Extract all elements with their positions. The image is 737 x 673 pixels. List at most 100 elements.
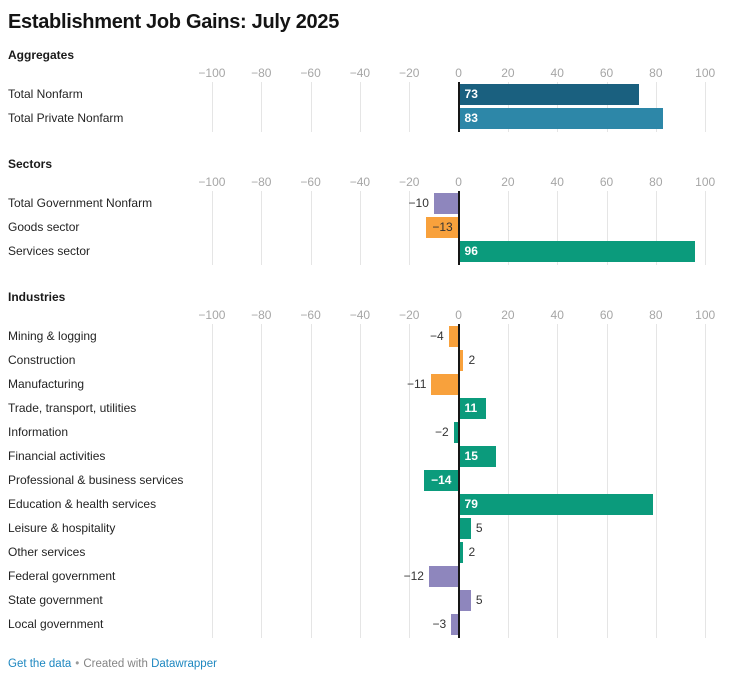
- axis-tick-label: 60: [599, 175, 614, 189]
- bar-value-label: −11: [406, 377, 427, 391]
- gridline: [359, 324, 361, 638]
- gridline: [705, 324, 707, 638]
- axis-tick-label: −40: [349, 308, 371, 322]
- table-row: Leisure & hospitality 5: [0, 516, 737, 540]
- table-row: Local government −3: [0, 612, 737, 636]
- row-label-manufacturing: Manufacturing: [8, 377, 85, 391]
- axis-tick-label: 40: [550, 308, 564, 322]
- axis-tick-label: 20: [501, 308, 515, 322]
- section-body-industries: Mining & logging −4 Construction 2 Manufactu…: [0, 324, 737, 638]
- bar-track: 83: [207, 107, 719, 129]
- row-label-federal-government: Federal government: [8, 569, 116, 583]
- bar-track: 79: [207, 493, 719, 515]
- bar-value-label: −3: [432, 617, 447, 631]
- section-industries: Industries −100 −80 −60 −40 −20 0 20 40 60 80 100 Mi…: [0, 290, 737, 638]
- gridline: [310, 82, 312, 132]
- bar-value-label: 83: [464, 111, 478, 125]
- axis-tick-label: 0: [455, 308, 462, 322]
- bar-value-label: 96: [464, 244, 478, 258]
- gridline: [606, 82, 608, 132]
- row-label-mining-logging: Mining & logging: [8, 329, 97, 343]
- table-row: Federal government −12: [0, 564, 737, 588]
- bar-goods-sector: [426, 216, 459, 238]
- footer-created-text: Created with: [83, 658, 148, 670]
- table-row: Mining & logging −4: [0, 324, 737, 348]
- gridline: [557, 82, 559, 132]
- gridline: [409, 191, 411, 265]
- bar-manufacturing: [431, 373, 459, 395]
- bar-other-services: [458, 541, 464, 563]
- bar-track: 2: [207, 349, 719, 371]
- bar-track: 96: [207, 240, 719, 262]
- table-row: Total Government Nonfarm −10: [0, 191, 737, 215]
- bar-track: 5: [207, 589, 719, 611]
- section-title-industries: Industries: [8, 290, 66, 304]
- grid-overlay: [207, 191, 719, 265]
- gridline: [211, 324, 213, 638]
- row-label-local-government: Local government: [8, 617, 104, 631]
- footer-separator: •: [75, 658, 80, 670]
- bar-track: 2: [207, 541, 719, 563]
- get-data-link[interactable]: Get the data: [8, 658, 72, 670]
- datawrapper-link[interactable]: Datawrapper: [151, 658, 217, 670]
- section-body-aggregates: Total Nonfarm 73 Total Private Nonfarm 83: [0, 82, 737, 132]
- bar-leisure-hospitality: [458, 517, 471, 539]
- bar-track: −13: [207, 216, 719, 238]
- gridline: [409, 324, 411, 638]
- value-axis: −100 −80 −60 −40 −20 0 20 40 60 80 100: [198, 66, 719, 82]
- bar-information: [453, 421, 459, 443]
- bar-value-label: 5: [475, 521, 483, 535]
- axis-tick-label: −60: [300, 175, 321, 189]
- axis-tick-label: 100: [695, 308, 716, 322]
- row-label-total-private-nonfarm: Total Private Nonfarm: [8, 111, 124, 125]
- bar-value-label: −4: [430, 329, 444, 343]
- axis-tick-label: −80: [251, 308, 272, 322]
- bar-track: 73: [207, 83, 719, 105]
- row-label-information: Information: [8, 425, 69, 439]
- bar-chart: Aggregates −100 −80 −60 −40 −20 0 20 40 60 80 100 To…: [0, 48, 737, 638]
- table-row: Education & health services 79: [0, 492, 737, 516]
- table-row: Services sector 96: [0, 239, 737, 263]
- row-label-state-government: State government: [8, 593, 103, 607]
- axis-tick-label: 0: [455, 175, 462, 189]
- gridline: [261, 82, 263, 132]
- bar-value-label: −13: [432, 220, 453, 234]
- gridline: [705, 191, 707, 265]
- table-row: Trade, transport, utilities 11: [0, 396, 737, 420]
- axis-tick-label: −40: [349, 66, 371, 80]
- axis-tick-label: 100: [695, 66, 716, 80]
- axis-tick-label: 20: [501, 66, 515, 80]
- bar-value-label: −10: [408, 196, 429, 210]
- section-aggregates: Aggregates −100 −80 −60 −40 −20 0 20 40 60 80 100 To…: [0, 48, 737, 132]
- bar-value-label: 11: [464, 401, 478, 415]
- axis-tick-label: −100: [198, 308, 226, 322]
- row-label-trade-transport-utilities: Trade, transport, utilities: [8, 401, 137, 415]
- section-title-aggregates: Aggregates: [8, 48, 75, 62]
- bar-value-label: 2: [468, 353, 476, 367]
- bar-trade-transport-utilities: [458, 397, 486, 419]
- table-row: Professional & business services −14: [0, 468, 737, 492]
- bar-track: 15: [207, 445, 719, 467]
- axis-tick-label: −80: [251, 66, 272, 80]
- gridline: [655, 324, 657, 638]
- table-row: Goods sector −13: [0, 215, 737, 239]
- value-axis: −100 −80 −60 −40 −20 0 20 40 60 80 100: [198, 308, 719, 324]
- bar-construction: [458, 349, 464, 371]
- table-row: Manufacturing −11: [0, 372, 737, 396]
- row-label-education-health-services: Education & health services: [8, 497, 157, 511]
- axis-tick-label: 40: [550, 66, 564, 80]
- gridline: [655, 191, 657, 265]
- gridline: [606, 324, 608, 638]
- bar-total-nonfarm: [458, 83, 639, 105]
- axis-tick-label: 60: [599, 308, 614, 322]
- bar-professional-business-services: [424, 469, 459, 491]
- row-label-financial-activities: Financial activities: [8, 449, 106, 463]
- gridline: [507, 324, 509, 638]
- gridline: [655, 82, 657, 132]
- axis-tick-label: 100: [695, 175, 716, 189]
- bar-value-label: 2: [468, 545, 476, 559]
- bar-state-government: [458, 589, 471, 611]
- table-row: Total Nonfarm 73: [0, 82, 737, 106]
- bar-value-label: 79: [464, 497, 478, 511]
